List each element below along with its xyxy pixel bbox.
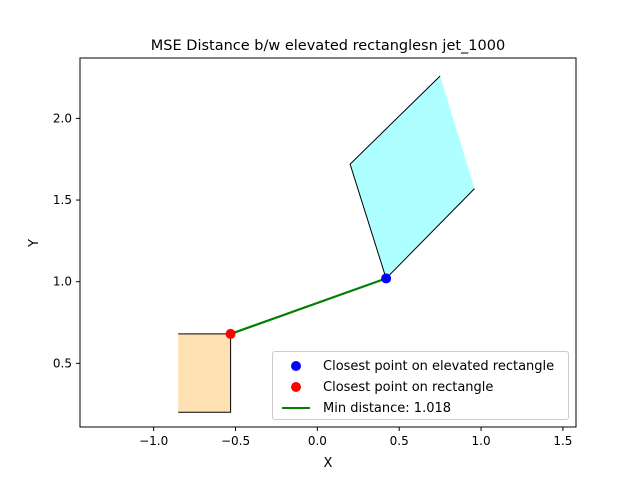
legend-entry-min-distance: Min distance: 1.018 <box>281 398 451 418</box>
elevated-rectangle-edge <box>349 75 475 280</box>
y-tick-label: 1.0 <box>53 275 72 289</box>
legend-blue-dot-icon <box>291 361 301 371</box>
x-tick-label: 1.0 <box>472 434 491 448</box>
x-tick-label: −0.5 <box>221 434 250 448</box>
y-tick-label: 1.5 <box>53 193 72 207</box>
rectangle-fill <box>178 333 231 413</box>
legend-label: Closest point on rectangle <box>323 379 494 395</box>
x-axis-label: X <box>324 456 333 471</box>
legend-green-line-icon <box>282 406 310 410</box>
legend-entry-rectangle-point: Closest point on rectangle <box>281 377 493 397</box>
elevated-rectangle-fill <box>350 75 475 279</box>
closest-point-elevated <box>381 273 392 284</box>
y-axis: 0.5 1.0 1.5 2.0 <box>53 111 80 370</box>
x-tick-label: 0.5 <box>390 434 409 448</box>
axes-frame <box>79 57 577 428</box>
rectangle-edge <box>178 333 232 413</box>
legend-label: Closest point on elevated rectangle <box>323 358 555 374</box>
legend-entry-elevated-point: Closest point on elevated rectangle <box>281 356 554 376</box>
closest-point-rectangle <box>225 328 236 339</box>
x-axis: −1.0 −0.5 0.0 0.5 1.0 1.5 <box>139 427 572 448</box>
x-tick-label: −1.0 <box>139 434 168 448</box>
plot-area <box>178 75 475 413</box>
y-tick-label: 2.0 <box>53 111 72 125</box>
y-tick-label: 0.5 <box>53 356 72 370</box>
x-tick-label: 1.5 <box>553 434 572 448</box>
legend-label: Min distance: 1.018 <box>323 400 452 416</box>
x-tick-label: 0.0 <box>308 434 327 448</box>
legend: Closest point on elevated rectangle Clos… <box>272 351 569 420</box>
y-axis-label: Y <box>27 239 42 248</box>
min-distance-line <box>230 277 387 335</box>
chart-title: MSE Distance b/w elevated rectanglesn je… <box>151 38 505 54</box>
legend-red-dot-icon <box>291 382 301 392</box>
